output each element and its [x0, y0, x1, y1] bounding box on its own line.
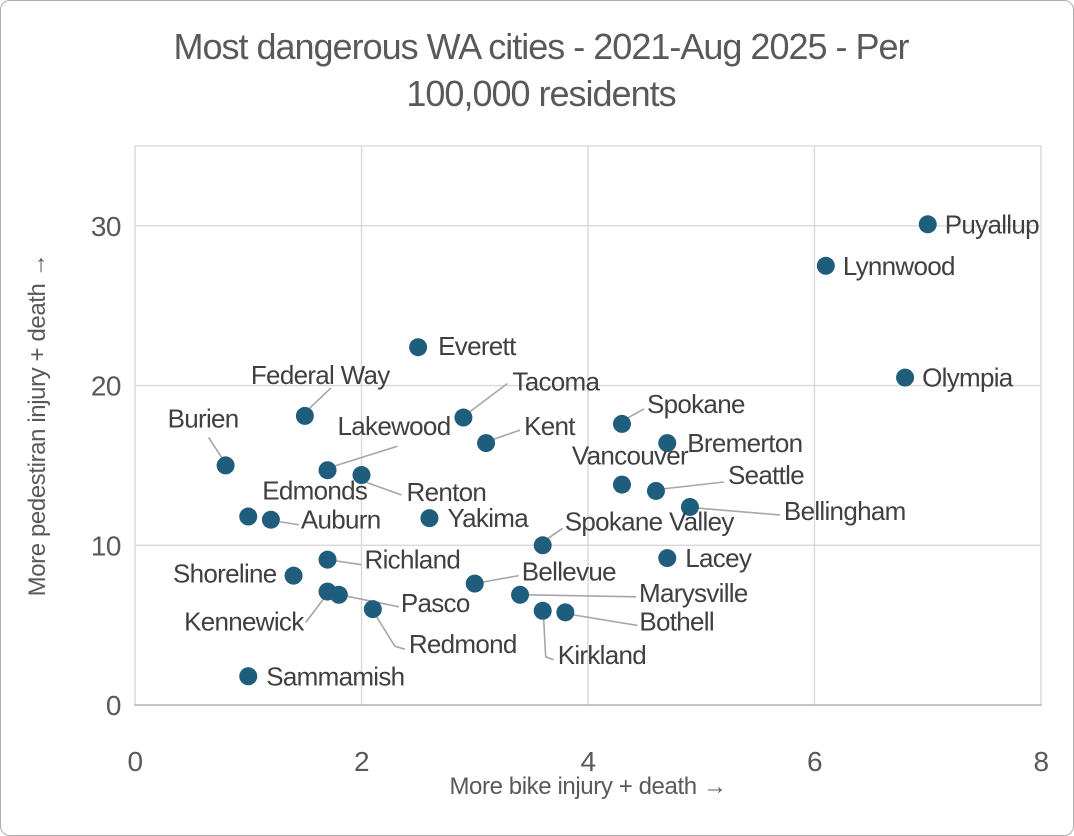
label-tacoma: Tacoma — [512, 367, 600, 397]
leader-tacoma — [466, 382, 508, 415]
x-tick-2: 2 — [354, 746, 369, 777]
leader-richland — [334, 559, 362, 566]
point-tacoma — [454, 408, 473, 427]
label-pasco: Pasco — [401, 588, 470, 618]
label-auburn: Auburn — [301, 505, 381, 535]
point-vancouver — [612, 475, 631, 494]
label-bellevue: Bellevue — [522, 557, 616, 587]
point-redmond — [363, 600, 382, 619]
x-tick-4: 4 — [580, 746, 595, 777]
point-kirkland — [533, 601, 552, 620]
point-yakima — [420, 509, 439, 528]
label-spokane: Spokane — [647, 389, 745, 419]
point-federal-way — [295, 406, 314, 425]
leader-lakewood — [330, 445, 398, 468]
point-auburn — [261, 510, 280, 529]
point-bothell — [556, 603, 575, 622]
y-tick-20: 20 — [91, 371, 121, 402]
leader-kennewick — [304, 597, 326, 624]
point-seattle — [646, 481, 665, 500]
label-bremerton: Bremerton — [687, 428, 802, 458]
point-sammamish — [239, 667, 258, 686]
label-yakima: Yakima — [447, 503, 529, 533]
label-olympia: Olympia — [922, 363, 1014, 393]
point-spokane — [612, 414, 631, 433]
point-lakewood — [318, 461, 337, 480]
leader-federal-way — [308, 387, 332, 410]
label-federal-way: Federal Way — [251, 360, 390, 390]
leader-kent — [493, 429, 521, 440]
label-bellingham: Bellingham — [784, 496, 906, 526]
leader-spokane-valley — [546, 527, 564, 540]
point-olympia — [896, 368, 915, 387]
leader-renton — [365, 481, 402, 496]
y-axis-title: More pedestiran injury + death → — [24, 254, 51, 597]
label-lacey: Lacey — [685, 543, 752, 573]
label-spokane-valley: Spokane Valley — [565, 506, 735, 536]
y-tick-0: 0 — [106, 690, 121, 721]
label-lakewood: Lakewood — [338, 411, 451, 441]
label-seattle: Seattle — [728, 460, 804, 490]
x-axis-title: More bike injury + death → — [449, 773, 726, 800]
point-spokane-valley — [533, 536, 552, 555]
point-bellevue — [465, 574, 484, 593]
leader-bothell — [570, 613, 638, 627]
label-everett: Everett — [438, 331, 517, 361]
point-everett — [409, 338, 428, 357]
point-lacey — [658, 549, 677, 568]
chart-title-line-1: Most dangerous WA cities - 2021-Aug 2025… — [173, 26, 909, 67]
label-vancouver: Vancouver — [572, 441, 689, 471]
point-shoreline — [284, 566, 303, 585]
leader-redmond — [376, 616, 406, 650]
x-tick-8: 8 — [1033, 746, 1048, 777]
label-puyallup: Puyallup — [945, 209, 1039, 239]
label-kennewick: Kennewick — [184, 607, 305, 637]
y-tick-10: 10 — [91, 530, 121, 561]
leader-bellingham — [695, 507, 780, 516]
plot-area: 0 10 20 30 0 2 4 6 8 Puyallup Lynnwood Everett Olymp… — [91, 145, 1049, 777]
x-tick-6: 6 — [807, 746, 822, 777]
label-shoreline: Shoreline — [173, 559, 277, 589]
label-marysville: Marysville — [639, 578, 748, 608]
point-bremerton — [658, 434, 677, 453]
chart-title-line-2: 100,000 residents — [406, 73, 675, 114]
y-tick-30: 30 — [91, 211, 121, 242]
point-bellingham — [680, 497, 699, 516]
leader-auburn — [279, 520, 300, 526]
leader-kirkland — [542, 619, 554, 661]
label-edmonds: Edmonds — [262, 476, 368, 506]
label-richland: Richland — [365, 545, 461, 575]
point-renton — [352, 466, 371, 485]
point-burien — [216, 456, 235, 475]
leader-spokane — [625, 408, 645, 420]
point-marysville — [511, 585, 530, 604]
label-kent: Kent — [524, 411, 576, 441]
x-tick-0: 0 — [127, 746, 142, 777]
leader-bellevue — [479, 574, 519, 584]
label-burien: Burien — [168, 403, 239, 433]
point-lynnwood — [816, 256, 835, 275]
label-renton: Renton — [407, 477, 487, 507]
leader-seattle — [661, 481, 725, 490]
label-bothell: Bothell — [639, 606, 714, 636]
point-puyallup — [918, 215, 937, 234]
point-kent — [477, 434, 496, 453]
point-edmonds — [239, 507, 258, 526]
label-sammamish: Sammamish — [266, 661, 404, 691]
point-pasco — [329, 585, 348, 604]
leader-marysville — [527, 593, 637, 598]
label-redmond: Redmond — [409, 629, 517, 659]
leader-burien — [207, 436, 225, 461]
label-lynnwood: Lynnwood — [843, 251, 955, 281]
point-richland — [318, 550, 337, 569]
label-kirkland: Kirkland — [558, 640, 646, 670]
